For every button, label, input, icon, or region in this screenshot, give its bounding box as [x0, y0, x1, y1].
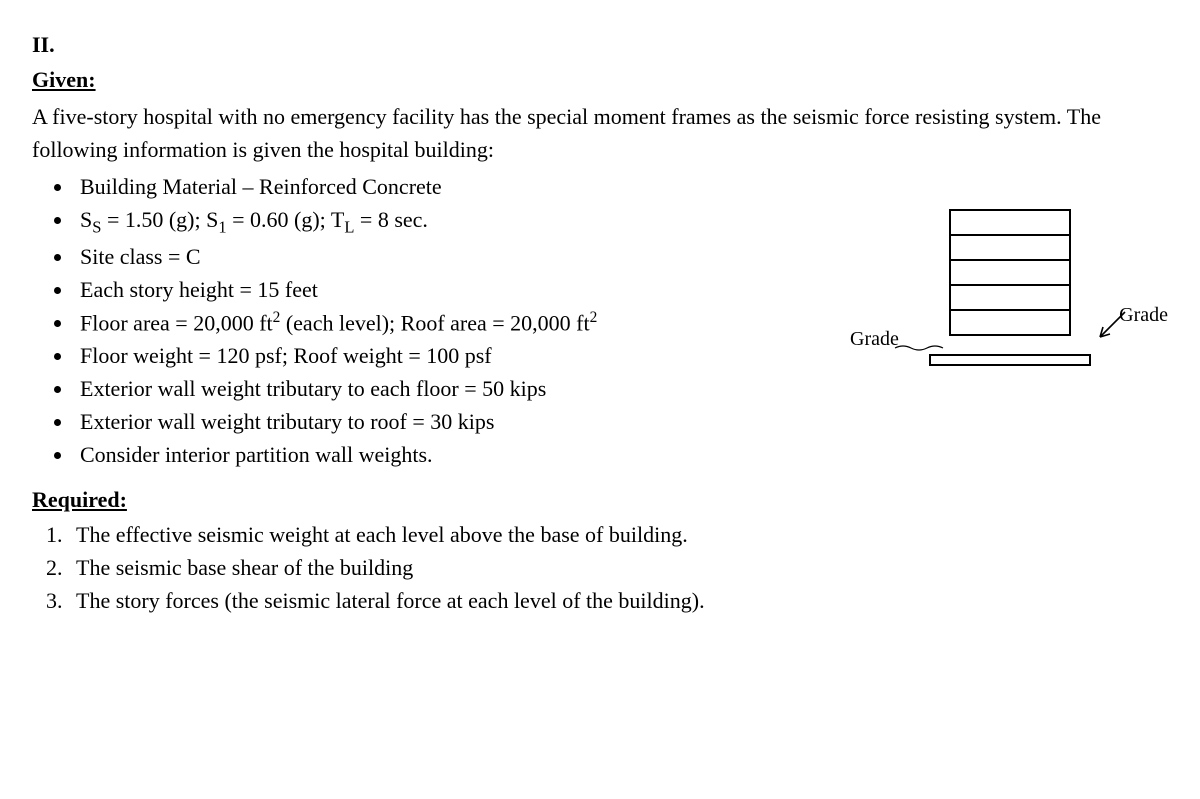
list-item: Consider interior partition wall weights…	[74, 438, 1168, 471]
list-item: The seismic base shear of the building	[68, 551, 1168, 584]
required-heading: Required:	[32, 483, 1168, 516]
section-number: II.	[32, 28, 1168, 61]
given-heading: Given:	[32, 63, 1168, 96]
building-diagram: Grade Grade	[870, 200, 1150, 420]
required-list: The effective seismic weight at each lev…	[68, 518, 1168, 617]
building-svg	[870, 200, 1150, 420]
grade-label-right: Grade	[1119, 300, 1168, 330]
list-item: Building Material – Reinforced Concrete	[74, 170, 1168, 203]
intro-text: A five-story hospital with no emergency …	[32, 100, 1168, 166]
list-item: The story forces (the seismic lateral fo…	[68, 584, 1168, 617]
list-item: The effective seismic weight at each lev…	[68, 518, 1168, 551]
grade-label-left: Grade	[850, 324, 899, 354]
